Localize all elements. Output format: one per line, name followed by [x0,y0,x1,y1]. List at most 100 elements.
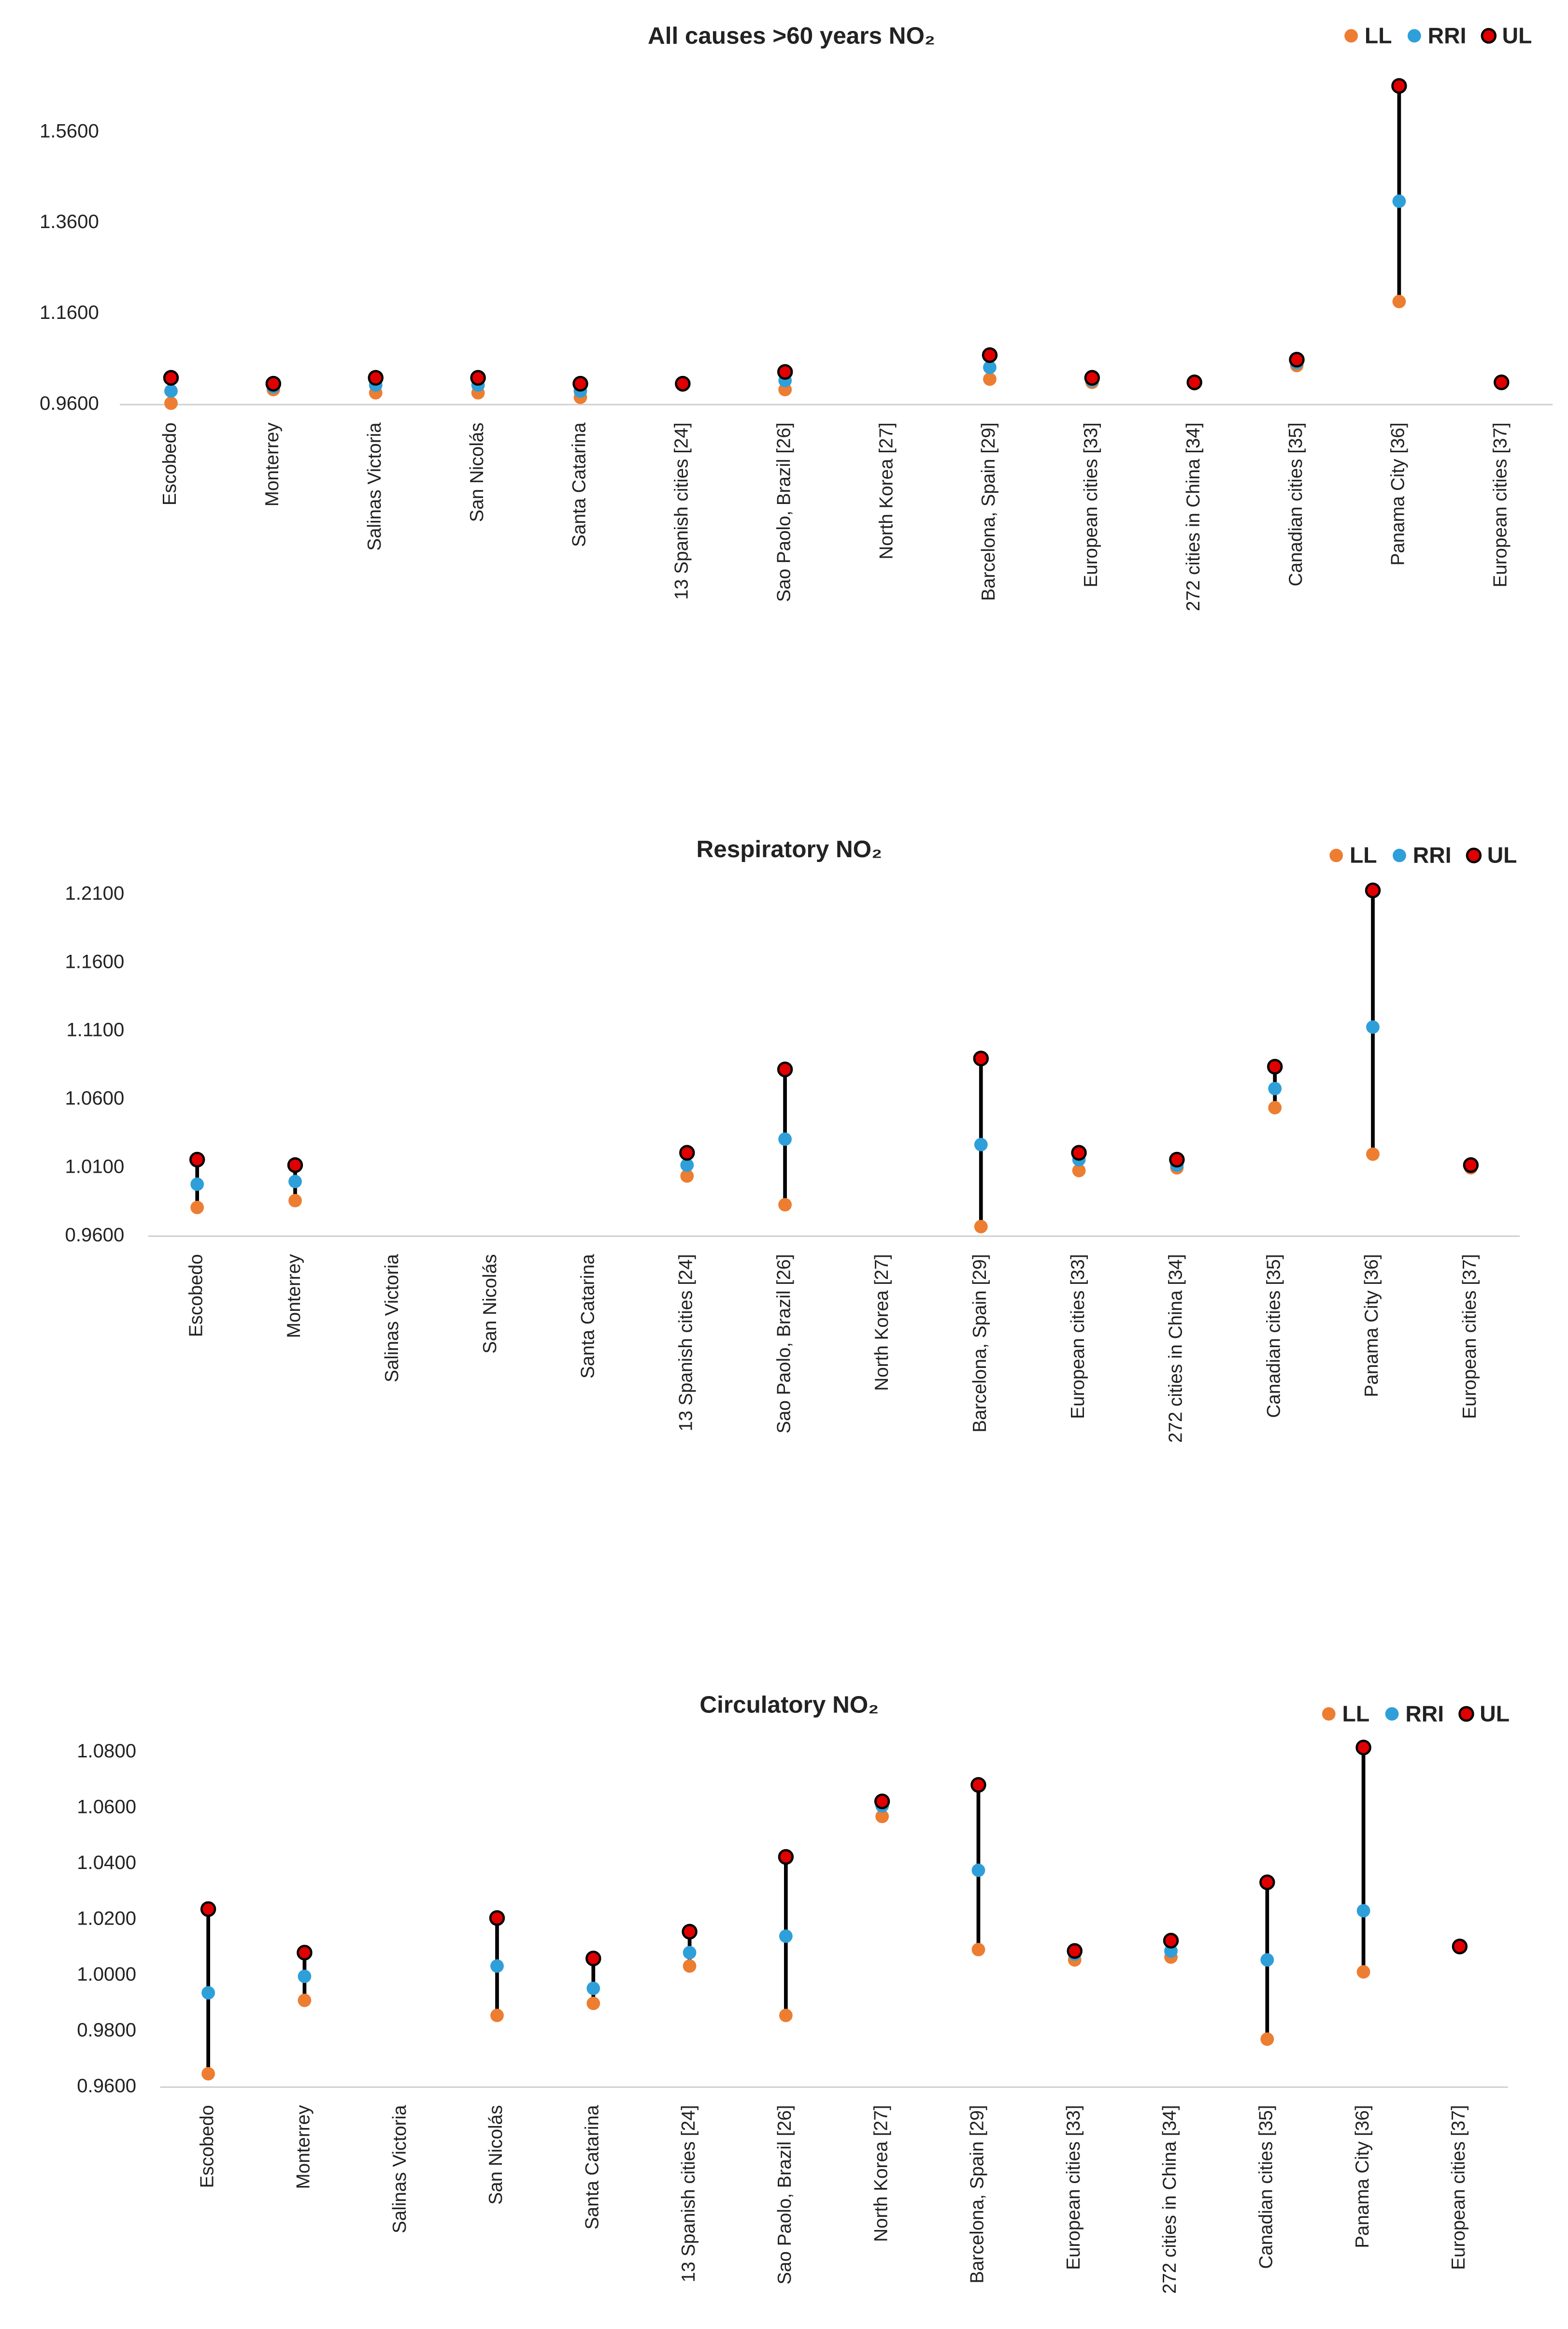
x-tick-label: Panama City [36] [1352,2105,1373,2248]
point-ul [287,1157,303,1173]
point-rri [1268,1081,1282,1095]
y-tick-label: 1.1600 [40,302,99,323]
point-ul [265,375,282,392]
x-tick-label: Sao Paolo, Brazil [26] [773,1254,794,1433]
x-tick-label: Sao Paolo, Brazil [26] [774,2105,795,2285]
legend-marker [1393,848,1406,863]
x-tick-label: 13 Spanish cities [24] [678,2105,699,2283]
y-tick-label: 0.9600 [77,2075,136,2097]
point-ll [190,1201,204,1214]
x-tick-label: Canadian cities [35] [1256,2105,1277,2269]
legend-marker [1322,1707,1336,1721]
point-ul [874,1793,890,1810]
chart-title: All causes >60 years NO₂ [648,22,935,49]
point-rri [288,1175,302,1189]
y-tick-label: 1.0100 [65,1156,125,1178]
x-tick-label: North Korea [27] [870,2105,891,2242]
y-tick-label: 1.0600 [65,1087,125,1109]
point-ul [1186,374,1202,390]
point-ul [777,364,793,380]
x-tick-label: Sao Paolo, Brazil [26] [773,422,794,602]
y-tick-label: 1.0200 [77,1908,136,1929]
y-tick-label: 1.0800 [77,1740,136,1762]
point-ll [680,1169,694,1183]
y-tick-label: 1.3600 [40,211,99,232]
point-ll [1392,295,1406,308]
legend-marker [1344,29,1358,43]
point-ll [875,1810,889,1824]
point-ul [1365,882,1381,898]
point-ul [189,1151,205,1168]
point-rri [201,1986,215,2000]
point-ul [970,1777,986,1793]
y-tick-label: 1.1600 [65,950,125,972]
x-tick-label: Monterrey [262,422,283,506]
point-rri [779,1929,793,1943]
x-tick-label: Salinas Victoria [382,1254,402,1382]
point-ll [1072,1164,1086,1178]
point-rri [298,1970,312,1984]
x-tick-label: Escobedo [159,422,180,505]
point-rri [1366,1020,1380,1034]
chart-title: Respiratory NO₂ [697,836,883,863]
y-tick-label: 0.9800 [77,2019,136,2041]
point-rri [983,360,997,374]
point-ll [298,1993,312,2007]
x-tick-label: 272 cities in China [34] [1159,2105,1180,2294]
x-tick-label: Barcelona, Spain [29] [978,422,999,601]
x-tick-label: European cities [37] [1459,1254,1480,1419]
x-tick-label: European cities [33] [1068,1254,1088,1419]
x-tick-label: Panama City [36] [1361,1254,1382,1397]
x-tick-label: North Korea [27] [876,422,897,559]
point-rri [190,1177,204,1191]
point-ul [1071,1145,1087,1161]
x-tick-label: Santa Catarina [569,422,590,547]
x-tick-label: European cities [33] [1063,2105,1084,2270]
x-tick-label: Salinas Victoria [364,422,385,551]
point-ul [679,1145,695,1161]
point-ul [1267,1059,1283,1075]
point-ul [1494,374,1510,390]
x-tick-label: Santa Catarina [582,2105,602,2229]
x-tick-label: Monterrey [293,2105,314,2189]
x-tick-label: San Nicolás [480,1254,500,1353]
legend-label: UL [1480,1701,1510,1726]
point-ul [585,1950,601,1967]
legend-marker [1458,1706,1474,1722]
legend-label: RRI [1428,23,1467,48]
point-ul [682,1924,698,1940]
x-tick-label: Canadian cities [35] [1263,1254,1284,1418]
x-tick-label: North Korea [27] [871,1254,892,1391]
chart-title: Circulatory NO₂ [699,1692,879,1718]
point-ll [971,1942,985,1956]
point-ul [1067,1943,1083,1959]
legend-marker [1481,28,1497,44]
point-ll [201,2067,215,2081]
point-ul [777,1062,793,1078]
point-ul [1463,1157,1479,1173]
point-rri [1392,194,1406,208]
point-ll [1366,1147,1380,1161]
point-ul [1259,1874,1275,1890]
point-rri [490,1959,504,1973]
x-tick-label: European cities [33] [1081,422,1101,587]
x-tick-label: 272 cities in China [34] [1166,1254,1186,1443]
point-ll [778,1198,792,1212]
y-tick-label: 1.0000 [77,1963,136,1985]
point-ll [683,1959,697,1973]
x-tick-label: Canadian cities [35] [1285,422,1306,586]
legend-label: UL [1502,23,1532,48]
point-ul [1355,1740,1371,1755]
point-ll [288,1193,302,1208]
x-tick-label: European cities [37] [1448,2105,1469,2270]
point-ll [779,2009,793,2022]
point-ul [1452,1939,1468,1955]
point-ul [489,1910,505,1926]
x-tick-label: San Nicolás [467,422,487,522]
point-rri [680,1158,694,1172]
x-tick-label: Escobedo [197,2105,217,2188]
x-tick-label: Panama City [36] [1388,422,1409,565]
point-ul [1084,370,1100,386]
point-ul [982,347,998,363]
